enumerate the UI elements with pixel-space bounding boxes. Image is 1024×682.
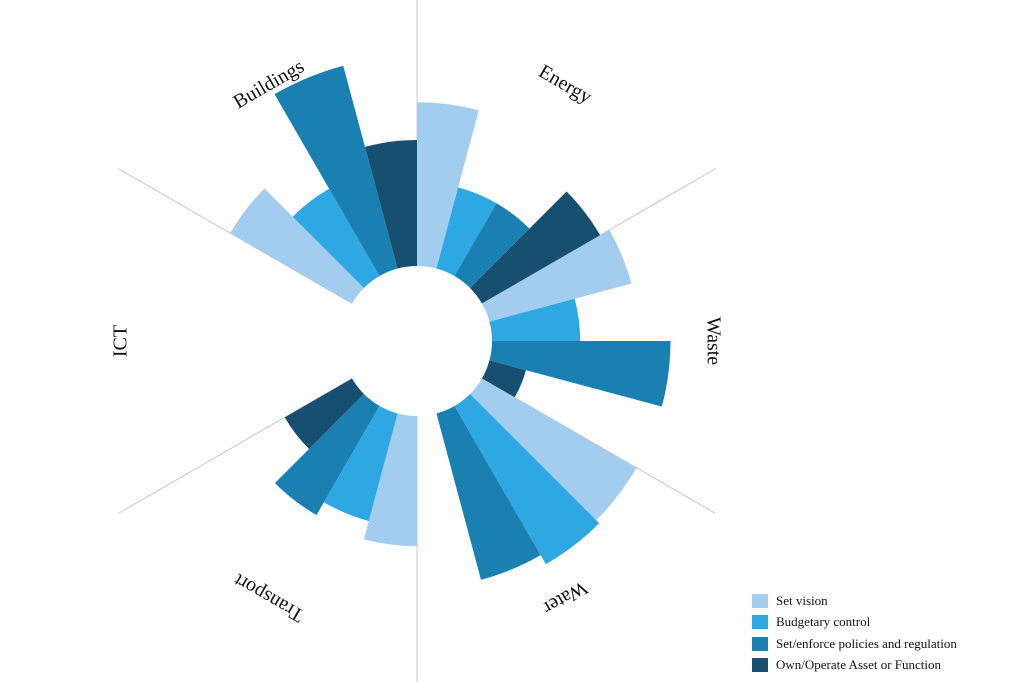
bar-buildings-budgetary-control: [292, 188, 380, 288]
legend-label: Own/Operate Asset or Function: [776, 657, 942, 673]
bar-energy-own-operate-asset-or-function: [470, 191, 601, 304]
bar-waste-set-enforce-policies-and-regulation: [489, 341, 671, 407]
legend-swatch: [752, 636, 768, 651]
sector-label-waste: Waste: [702, 317, 724, 365]
bar-transport-budgetary-control: [323, 405, 398, 521]
bar-buildings-own-operate-asset-or-function: [364, 140, 417, 269]
legend-swatch: [752, 615, 768, 630]
legend-swatch: [752, 658, 768, 673]
bar-water-set-vision: [470, 378, 637, 521]
legend-item-own-operate: Own/Operate Asset or Function: [752, 655, 957, 677]
sector-label-water: Water: [539, 576, 591, 619]
sector-separator-line: [117, 378, 353, 514]
bar-buildings-set-enforce-policies-and-regulation: [274, 65, 398, 277]
bar-energy-set-enforce-policies-and-regulation: [454, 203, 530, 288]
bar-waste-own-operate-asset-or-function: [481, 360, 526, 398]
bar-buildings-set-vision: [230, 188, 364, 304]
bar-energy-set-vision: [417, 102, 479, 269]
sector-label-transport: Transport: [230, 569, 308, 627]
bar-waste-set-vision: [481, 230, 632, 322]
bar-water-budgetary-control: [454, 394, 600, 565]
legend-item-set-vision: Set vision: [752, 590, 957, 612]
legend-label: Set/enforce policies and regulation: [776, 635, 957, 651]
legend-item-policies-regulation: Set/enforce policies and regulation: [752, 633, 957, 655]
sector-label-energy: Energy: [535, 60, 596, 108]
bar-transport-set-vision: [363, 413, 417, 547]
bar-energy-budgetary-control: [436, 187, 497, 277]
legend-label: Set vision: [776, 592, 828, 608]
legend-label: Budgetary control: [776, 614, 871, 630]
bar-waste-budgetary-control: [489, 298, 581, 341]
sector-label-ict: ICT: [110, 325, 132, 357]
legend: Set vision Budgetary control Set/enforce…: [752, 590, 957, 676]
legend-item-budgetary-control: Budgetary control: [752, 612, 957, 634]
bar-water-set-enforce-policies-and-regulation: [436, 405, 541, 580]
chart-bars: [230, 65, 671, 580]
bar-transport-own-operate-asset-or-function: [284, 378, 364, 449]
bar-transport-set-enforce-policies-and-regulation: [274, 394, 380, 516]
legend-swatch: [752, 593, 768, 608]
